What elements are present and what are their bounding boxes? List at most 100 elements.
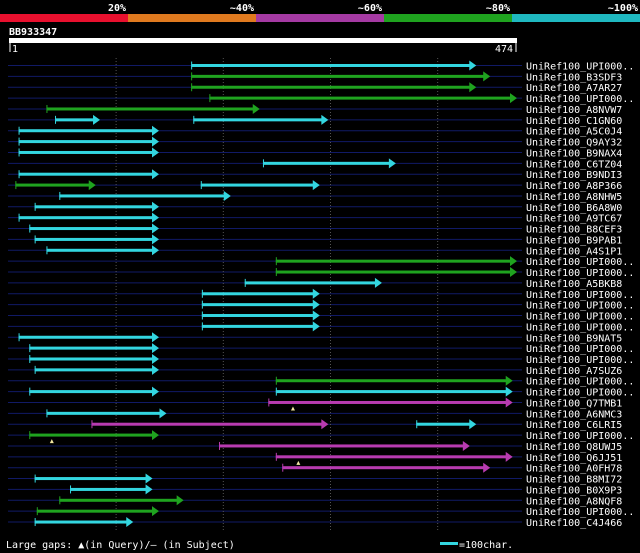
hit-label[interactable]: UniRef100_UPI000..	[526, 301, 634, 312]
hit-label[interactable]: UniRef100_B6A8W0	[526, 203, 622, 214]
hit-label[interactable]: UniRef100_A6NMC3	[526, 409, 622, 420]
hit-label[interactable]: UniRef100_B3SDF3	[526, 72, 622, 83]
hit-label[interactable]: UniRef100_Q6JJ51	[526, 453, 622, 464]
alignment-segment[interactable]	[29, 227, 153, 231]
hit-label[interactable]: UniRef100_A7SUZ6	[526, 366, 622, 377]
hit-label[interactable]: UniRef100_B9PAB1	[526, 235, 622, 246]
hit-label[interactable]: UniRef100_UPI000..	[526, 431, 634, 442]
alignment-segment[interactable]	[416, 422, 471, 426]
hit-label[interactable]: UniRef100_B8CEF3	[526, 225, 622, 236]
hit-label[interactable]: UniRef100_A7AR27	[526, 83, 622, 94]
alignment-segment[interactable]	[34, 520, 128, 524]
hit-label[interactable]: UniRef100_UPI000..	[526, 257, 634, 268]
alignment-segment[interactable]	[18, 150, 153, 154]
alignment-segment[interactable]	[55, 118, 95, 122]
alignment-arrowhead	[151, 430, 159, 441]
alignment-segment[interactable]	[18, 335, 153, 339]
hit-label[interactable]: UniRef100_A4S1P1	[526, 246, 622, 257]
alignment-segment[interactable]	[29, 346, 153, 350]
hit-label[interactable]: UniRef100_UPI000..	[526, 322, 634, 333]
alignment-segment[interactable]	[34, 368, 153, 372]
alignment-segment[interactable]	[29, 390, 153, 394]
alignment-segment[interactable]	[15, 183, 90, 187]
alignment-arrowhead	[505, 397, 513, 408]
alignment-segment[interactable]	[275, 455, 507, 459]
hit-label[interactable]: UniRef100_UPI000..	[526, 290, 634, 301]
alignment-segment[interactable]	[18, 172, 153, 176]
alignment-segment[interactable]	[200, 183, 314, 187]
hit-label[interactable]: UniRef100_B8MI72	[526, 475, 622, 486]
alignment-segment[interactable]	[244, 281, 376, 285]
alignment-segment[interactable]	[191, 64, 471, 67]
alignment-segment[interactable]	[275, 379, 507, 383]
alignment-segment[interactable]	[193, 118, 323, 122]
hit-label[interactable]: UniRef100_C1GN60	[526, 116, 622, 127]
alignment-arrowhead	[483, 71, 491, 82]
hit-label[interactable]: UniRef100_UPI000..	[526, 94, 634, 105]
alignment-segment[interactable]	[275, 259, 511, 263]
hit-label[interactable]: UniRef100_UPI000..	[526, 355, 634, 366]
alignment-segment[interactable]	[209, 96, 511, 100]
alignment-segment[interactable]	[91, 422, 323, 426]
alignment-segment[interactable]	[262, 161, 390, 165]
hit-label[interactable]: UniRef100_Q7TMB1	[526, 398, 622, 409]
hit-label[interactable]: UniRef100_A5C0J4	[526, 127, 622, 138]
hit-label[interactable]: UniRef100_A0FH78	[526, 464, 622, 475]
hit-label[interactable]: UniRef100_B0X9P3	[526, 485, 622, 496]
alignment-segment[interactable]	[29, 433, 153, 437]
alignment-segment[interactable]	[275, 270, 511, 274]
alignment-segment[interactable]	[191, 74, 485, 78]
alignment-start-tick	[29, 431, 31, 440]
alignment-segment[interactable]	[18, 140, 153, 144]
alignment-start-tick	[34, 235, 36, 244]
alignment-segment[interactable]	[34, 477, 147, 481]
alignment-segment[interactable]	[201, 314, 314, 318]
hit-label[interactable]: UniRef100_Q9AY32	[526, 138, 622, 149]
hit-label[interactable]: UniRef100_Q8UWJ5	[526, 442, 622, 453]
alignment-segment[interactable]	[18, 129, 153, 133]
hit-label[interactable]: UniRef100_B9NAX4	[526, 148, 622, 159]
hit-label[interactable]: UniRef100_C6TZ04	[526, 159, 622, 170]
hit-label[interactable]: UniRef100_UPI000..	[526, 312, 634, 323]
alignment-start-tick	[46, 104, 48, 113]
alignment-segment[interactable]	[219, 444, 464, 448]
alignment-segment[interactable]	[59, 194, 225, 198]
alignment-segment[interactable]	[191, 85, 471, 89]
hit-label[interactable]: UniRef100_UPI000..	[526, 507, 634, 518]
alignment-segment[interactable]	[46, 107, 254, 111]
alignment-segment[interactable]	[46, 411, 161, 415]
alignment-segment[interactable]	[70, 487, 147, 491]
alignment-segment[interactable]	[201, 324, 314, 328]
alignment-start-tick	[59, 191, 61, 200]
alignment-segment[interactable]	[34, 205, 153, 209]
hit-label[interactable]: UniRef100_B9NDI3	[526, 170, 622, 181]
hit-label[interactable]: UniRef100_A8NQF8	[526, 496, 622, 507]
hit-label[interactable]: UniRef100_A9TC67	[526, 214, 622, 225]
hit-label[interactable]: UniRef100_UPI000..	[526, 268, 634, 279]
alignment-arrowhead	[312, 321, 320, 332]
alignment-segment[interactable]	[29, 357, 153, 361]
hit-label[interactable]: UniRef100_B9NAT5	[526, 333, 622, 344]
hit-label[interactable]: UniRef100_A8NVW7	[526, 105, 622, 116]
hit-label[interactable]: UniRef100_C4J466	[526, 518, 622, 529]
alignment-segment[interactable]	[46, 248, 153, 252]
alignment-segment[interactable]	[34, 237, 153, 241]
hit-label[interactable]: UniRef100_C6LRI5	[526, 420, 622, 431]
alignment-segment[interactable]	[268, 400, 507, 404]
alignment-arrowhead	[223, 190, 231, 201]
hit-label[interactable]: UniRef100_UPI000..	[526, 344, 634, 355]
alignment-start-tick	[91, 420, 93, 429]
hit-label[interactable]: UniRef100_UPI000..	[526, 377, 634, 388]
alignment-segment[interactable]	[275, 390, 507, 394]
hit-label[interactable]: UniRef100_A5BKB8	[526, 279, 622, 290]
alignment-segment[interactable]	[201, 292, 314, 296]
hit-label[interactable]: UniRef100_UPI000..	[526, 62, 634, 73]
alignment-segment[interactable]	[59, 498, 178, 502]
alignment-segment[interactable]	[282, 466, 485, 470]
hit-label[interactable]: UniRef100_A8P366	[526, 181, 622, 192]
hit-label[interactable]: UniRef100_A8NHW5	[526, 192, 622, 203]
alignment-segment[interactable]	[36, 509, 153, 513]
hit-label[interactable]: UniRef100_UPI000..	[526, 388, 634, 399]
alignment-segment[interactable]	[18, 216, 153, 220]
alignment-segment[interactable]	[201, 303, 314, 307]
